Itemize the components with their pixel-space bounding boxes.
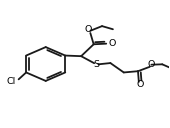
Text: O: O bbox=[148, 60, 155, 69]
Text: S: S bbox=[93, 60, 99, 69]
Text: O: O bbox=[85, 25, 92, 34]
Text: O: O bbox=[108, 39, 116, 47]
Text: Cl: Cl bbox=[7, 77, 16, 86]
Text: O: O bbox=[137, 80, 144, 89]
